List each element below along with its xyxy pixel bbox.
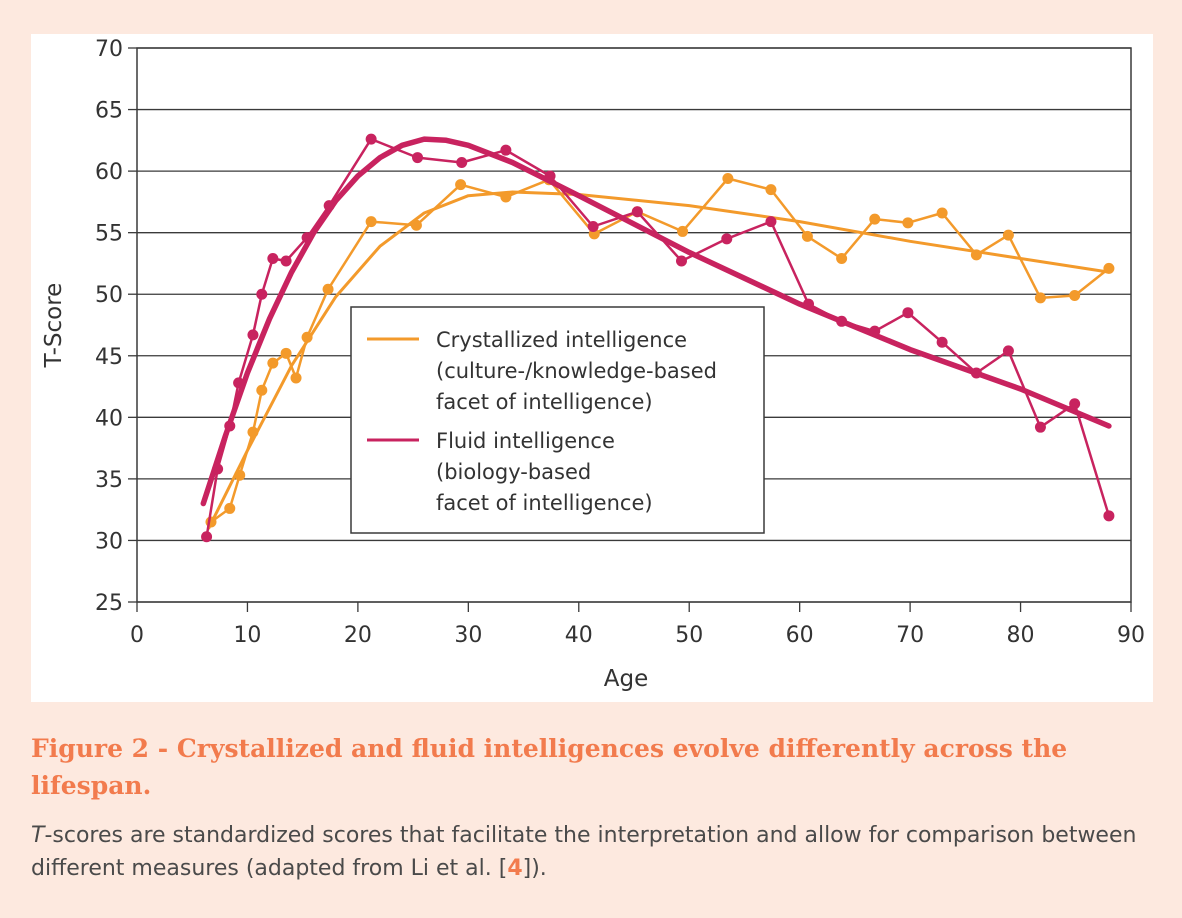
y-axis-label: T-Score <box>41 283 67 369</box>
tick-label-y-50: 50 <box>95 283 123 308</box>
data-point-crystallized-28 <box>1069 289 1081 301</box>
data-point-fluid-9 <box>323 200 335 212</box>
tick-label-y-30: 30 <box>95 529 123 554</box>
tick-label-y-35: 35 <box>95 468 123 493</box>
data-point-crystallized-5 <box>267 357 279 369</box>
tick-label-x-90: 90 <box>1117 623 1145 648</box>
legend-label-fluid-1: (biology-based <box>436 460 591 484</box>
data-point-fluid-3 <box>233 377 245 389</box>
tick-label-y-55: 55 <box>95 222 123 247</box>
data-point-crystallized-11 <box>410 219 422 231</box>
data-point-fluid-23 <box>902 307 914 319</box>
data-point-fluid-11 <box>412 152 424 164</box>
data-point-fluid-15 <box>587 221 599 233</box>
tick-label-y-25: 25 <box>95 591 123 616</box>
tick-label-x-40: 40 <box>565 623 593 648</box>
data-point-fluid-10 <box>365 133 377 145</box>
tick-label-y-70: 70 <box>95 37 123 62</box>
legend-label-crystallized-1: (culture-/knowledge-based <box>436 359 717 383</box>
tick-label-x-80: 80 <box>1007 623 1035 648</box>
data-point-crystallized-12 <box>455 179 467 191</box>
figure-caption-body: T-scores are standardized scores that fa… <box>31 819 1141 885</box>
data-point-crystallized-26 <box>1002 229 1014 241</box>
data-point-fluid-26 <box>1002 345 1014 357</box>
data-point-fluid-0 <box>201 531 213 543</box>
data-point-fluid-6 <box>267 253 279 265</box>
legend-label-fluid-0: Fluid intelligence <box>436 429 615 453</box>
data-point-crystallized-8 <box>301 331 313 343</box>
figure-caption-title: Figure 2 - Crystallized and fluid intell… <box>31 734 1068 800</box>
data-line-fluid <box>205 137 1111 538</box>
data-point-fluid-29 <box>1103 510 1115 522</box>
data-point-fluid-19 <box>765 216 777 228</box>
tick-label-y-60: 60 <box>95 160 123 185</box>
data-point-crystallized-22 <box>869 213 881 225</box>
x-axis-label: Age <box>604 666 648 692</box>
chart-panel: 25 30 35 40 45 50 55 60 65 70 0 10 20 30 40 50 60 70 80 90 A… <box>31 34 1153 702</box>
data-point-fluid-24 <box>936 336 948 348</box>
trend-line-fluid <box>200 136 1112 507</box>
data-point-crystallized-19 <box>765 184 777 196</box>
chart-svg: 25 30 35 40 45 50 55 60 65 70 0 10 20 30 40 50 60 70 80 90 A… <box>41 37 1145 692</box>
data-point-crystallized-18 <box>722 172 734 184</box>
data-point-crystallized-7 <box>290 372 302 384</box>
tick-label-x-60: 60 <box>786 623 814 648</box>
data-point-crystallized-17 <box>677 225 689 237</box>
data-point-fluid-27 <box>1034 421 1046 433</box>
data-point-fluid-4 <box>247 329 259 341</box>
data-point-fluid-20 <box>803 298 815 310</box>
data-point-fluid-5 <box>256 288 268 300</box>
plot-frame <box>136 47 1132 603</box>
data-point-crystallized-9 <box>322 283 334 295</box>
data-point-crystallized-25 <box>970 249 982 261</box>
data-point-crystallized-4 <box>256 384 268 396</box>
data-point-crystallized-27 <box>1034 292 1046 304</box>
data-point-fluid-1 <box>212 463 224 475</box>
data-point-crystallized-1 <box>224 502 236 514</box>
tick-label-x-30: 30 <box>454 623 482 648</box>
data-point-fluid-7 <box>280 255 292 267</box>
tick-label-y-45: 45 <box>95 345 123 370</box>
caption-text-end: ]). <box>522 856 547 881</box>
data-point-fluid-12 <box>456 156 468 168</box>
caption-italic-t: T <box>31 823 45 848</box>
data-point-crystallized-3 <box>247 426 259 438</box>
data-point-fluid-2 <box>224 420 236 432</box>
data-point-crystallized-10 <box>365 216 377 228</box>
data-point-crystallized-20 <box>801 230 813 242</box>
data-point-crystallized-29 <box>1103 262 1115 274</box>
data-point-crystallized-24 <box>936 207 948 219</box>
data-point-fluid-25 <box>970 367 982 379</box>
tick-label-x-50: 50 <box>675 623 703 648</box>
data-point-crystallized-21 <box>836 253 848 265</box>
data-point-crystallized-6 <box>280 347 292 359</box>
tick-label-x-0: 0 <box>130 623 144 648</box>
legend-box <box>350 306 765 534</box>
data-point-fluid-18 <box>721 233 733 245</box>
legend: Crystallized intelligence (culture-/knowl… <box>350 306 765 534</box>
tick-label-y-40: 40 <box>95 406 123 431</box>
data-point-fluid-16 <box>631 206 643 218</box>
data-point-crystallized-23 <box>902 217 914 229</box>
tick-label-x-10: 10 <box>233 623 261 648</box>
data-point-crystallized-2 <box>234 469 246 481</box>
legend-label-crystallized-2: facet of intelligence) <box>436 390 653 414</box>
tick-label-y-65: 65 <box>95 99 123 124</box>
legend-label-fluid-2: facet of intelligence) <box>436 491 653 515</box>
data-point-fluid-21 <box>836 315 848 327</box>
caption-text: -scores are standardized scores that fac… <box>31 823 1137 881</box>
data-point-crystallized-13 <box>500 191 512 203</box>
caption-reference-link[interactable]: 4 <box>507 856 523 881</box>
data-point-fluid-17 <box>675 255 687 267</box>
data-point-fluid-28 <box>1069 398 1081 410</box>
tick-label-x-20: 20 <box>344 623 372 648</box>
data-point-fluid-8 <box>301 232 313 244</box>
data-point-fluid-13 <box>500 144 512 156</box>
data-point-fluid-14 <box>544 170 556 182</box>
tick-label-x-70: 70 <box>896 623 924 648</box>
legend-label-crystallized-0: Crystallized intelligence <box>436 328 687 352</box>
data-point-fluid-22 <box>869 325 881 337</box>
